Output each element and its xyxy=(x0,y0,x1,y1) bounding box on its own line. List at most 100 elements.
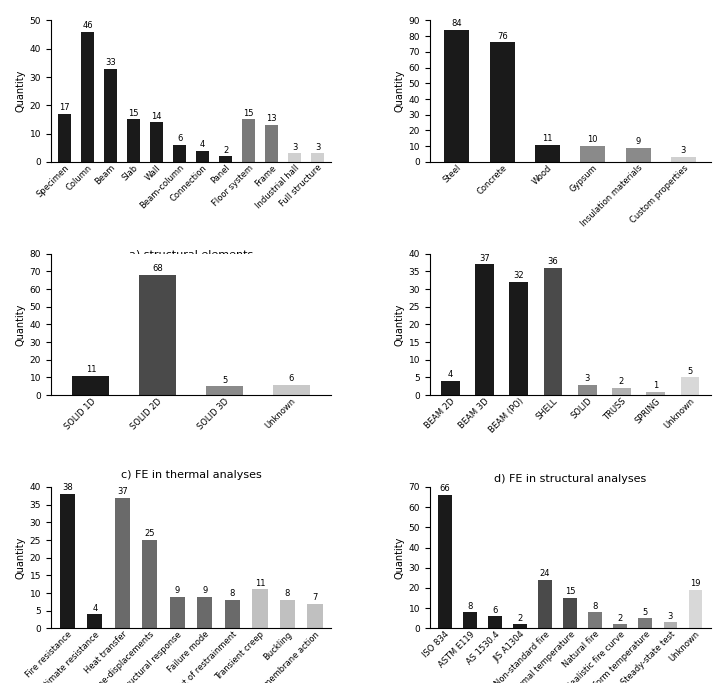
Text: 15: 15 xyxy=(244,109,254,117)
Bar xyxy=(588,612,602,628)
Bar xyxy=(59,494,75,628)
Y-axis label: Quantity: Quantity xyxy=(15,536,25,579)
Bar xyxy=(488,616,502,628)
Text: 15: 15 xyxy=(565,587,576,596)
Text: 4: 4 xyxy=(92,604,97,613)
Y-axis label: Quantity: Quantity xyxy=(15,70,25,113)
Bar xyxy=(463,612,477,628)
Bar xyxy=(441,381,460,395)
Bar xyxy=(196,150,209,162)
Text: 68: 68 xyxy=(152,264,163,273)
Text: 24: 24 xyxy=(540,569,550,579)
Bar xyxy=(535,145,560,162)
Bar xyxy=(242,120,255,162)
Text: 84: 84 xyxy=(452,19,463,28)
Bar xyxy=(219,156,232,162)
Text: 2: 2 xyxy=(223,145,228,154)
Bar xyxy=(104,68,117,162)
Text: 8: 8 xyxy=(230,589,235,598)
Text: 14: 14 xyxy=(152,111,162,121)
Bar xyxy=(280,600,295,628)
X-axis label: a) structural elements: a) structural elements xyxy=(129,250,253,260)
Bar xyxy=(689,590,703,628)
Bar xyxy=(128,120,140,162)
Text: 8: 8 xyxy=(592,602,598,611)
X-axis label: b) materials: b) materials xyxy=(536,268,604,277)
Text: 8: 8 xyxy=(285,589,290,598)
Text: 4: 4 xyxy=(447,370,453,379)
Bar xyxy=(626,148,650,162)
Bar xyxy=(197,596,212,628)
Text: 4: 4 xyxy=(200,140,205,149)
Bar xyxy=(578,385,597,395)
Text: 11: 11 xyxy=(542,134,552,143)
Y-axis label: Quantity: Quantity xyxy=(394,536,405,579)
Text: 5: 5 xyxy=(222,376,227,385)
Text: 33: 33 xyxy=(105,58,116,67)
Bar xyxy=(613,624,627,628)
Bar xyxy=(173,145,186,162)
Bar xyxy=(58,114,71,162)
Text: 36: 36 xyxy=(547,257,558,266)
Y-axis label: Quantity: Quantity xyxy=(394,70,405,113)
Text: 32: 32 xyxy=(513,271,524,280)
Bar xyxy=(580,146,605,162)
Bar xyxy=(490,42,515,162)
Text: 5: 5 xyxy=(642,608,648,617)
Bar xyxy=(225,600,240,628)
Bar xyxy=(87,614,102,628)
Bar xyxy=(252,589,268,628)
Bar xyxy=(538,580,552,628)
Text: 3: 3 xyxy=(681,146,686,156)
Bar xyxy=(671,157,696,162)
Text: 15: 15 xyxy=(128,109,139,117)
Y-axis label: Quantity: Quantity xyxy=(15,303,25,346)
Bar xyxy=(681,378,700,395)
Bar xyxy=(273,385,310,395)
X-axis label: d) FE in structural analyses: d) FE in structural analyses xyxy=(494,473,646,484)
Text: 3: 3 xyxy=(292,143,297,152)
Bar xyxy=(639,618,652,628)
Text: 6: 6 xyxy=(177,134,182,143)
Text: 2: 2 xyxy=(518,613,523,623)
Text: 9: 9 xyxy=(635,137,641,146)
Text: 37: 37 xyxy=(117,487,128,496)
Bar xyxy=(475,264,494,395)
Bar xyxy=(513,624,527,628)
Text: 11: 11 xyxy=(254,579,265,588)
Bar xyxy=(311,154,324,162)
Text: 19: 19 xyxy=(690,579,700,588)
Bar xyxy=(444,30,469,162)
Bar xyxy=(81,32,94,162)
Bar xyxy=(563,598,577,628)
Bar xyxy=(142,540,157,628)
Bar xyxy=(438,495,452,628)
Text: 17: 17 xyxy=(59,103,70,112)
Text: 38: 38 xyxy=(62,484,72,492)
Text: 3: 3 xyxy=(584,374,590,382)
Text: 2: 2 xyxy=(618,613,623,623)
Bar xyxy=(115,498,130,628)
Bar xyxy=(265,125,278,162)
Bar xyxy=(510,282,529,395)
Bar xyxy=(544,268,563,395)
Text: 3: 3 xyxy=(668,611,673,621)
Text: 46: 46 xyxy=(82,21,93,30)
Text: 37: 37 xyxy=(479,253,490,263)
Text: 2: 2 xyxy=(619,377,624,387)
Bar xyxy=(170,596,185,628)
Text: 5: 5 xyxy=(687,367,692,376)
Text: 1: 1 xyxy=(653,381,658,390)
Bar xyxy=(646,391,665,395)
Text: 3: 3 xyxy=(315,143,320,152)
Text: 25: 25 xyxy=(144,529,155,538)
Text: 13: 13 xyxy=(266,115,277,124)
Text: 7: 7 xyxy=(312,593,318,602)
X-axis label: c) FE in thermal analyses: c) FE in thermal analyses xyxy=(121,470,262,480)
Bar xyxy=(289,154,301,162)
Text: 76: 76 xyxy=(497,32,508,41)
Text: 10: 10 xyxy=(587,135,598,144)
Bar xyxy=(307,604,323,628)
Bar xyxy=(612,388,631,395)
Text: 8: 8 xyxy=(467,602,473,611)
